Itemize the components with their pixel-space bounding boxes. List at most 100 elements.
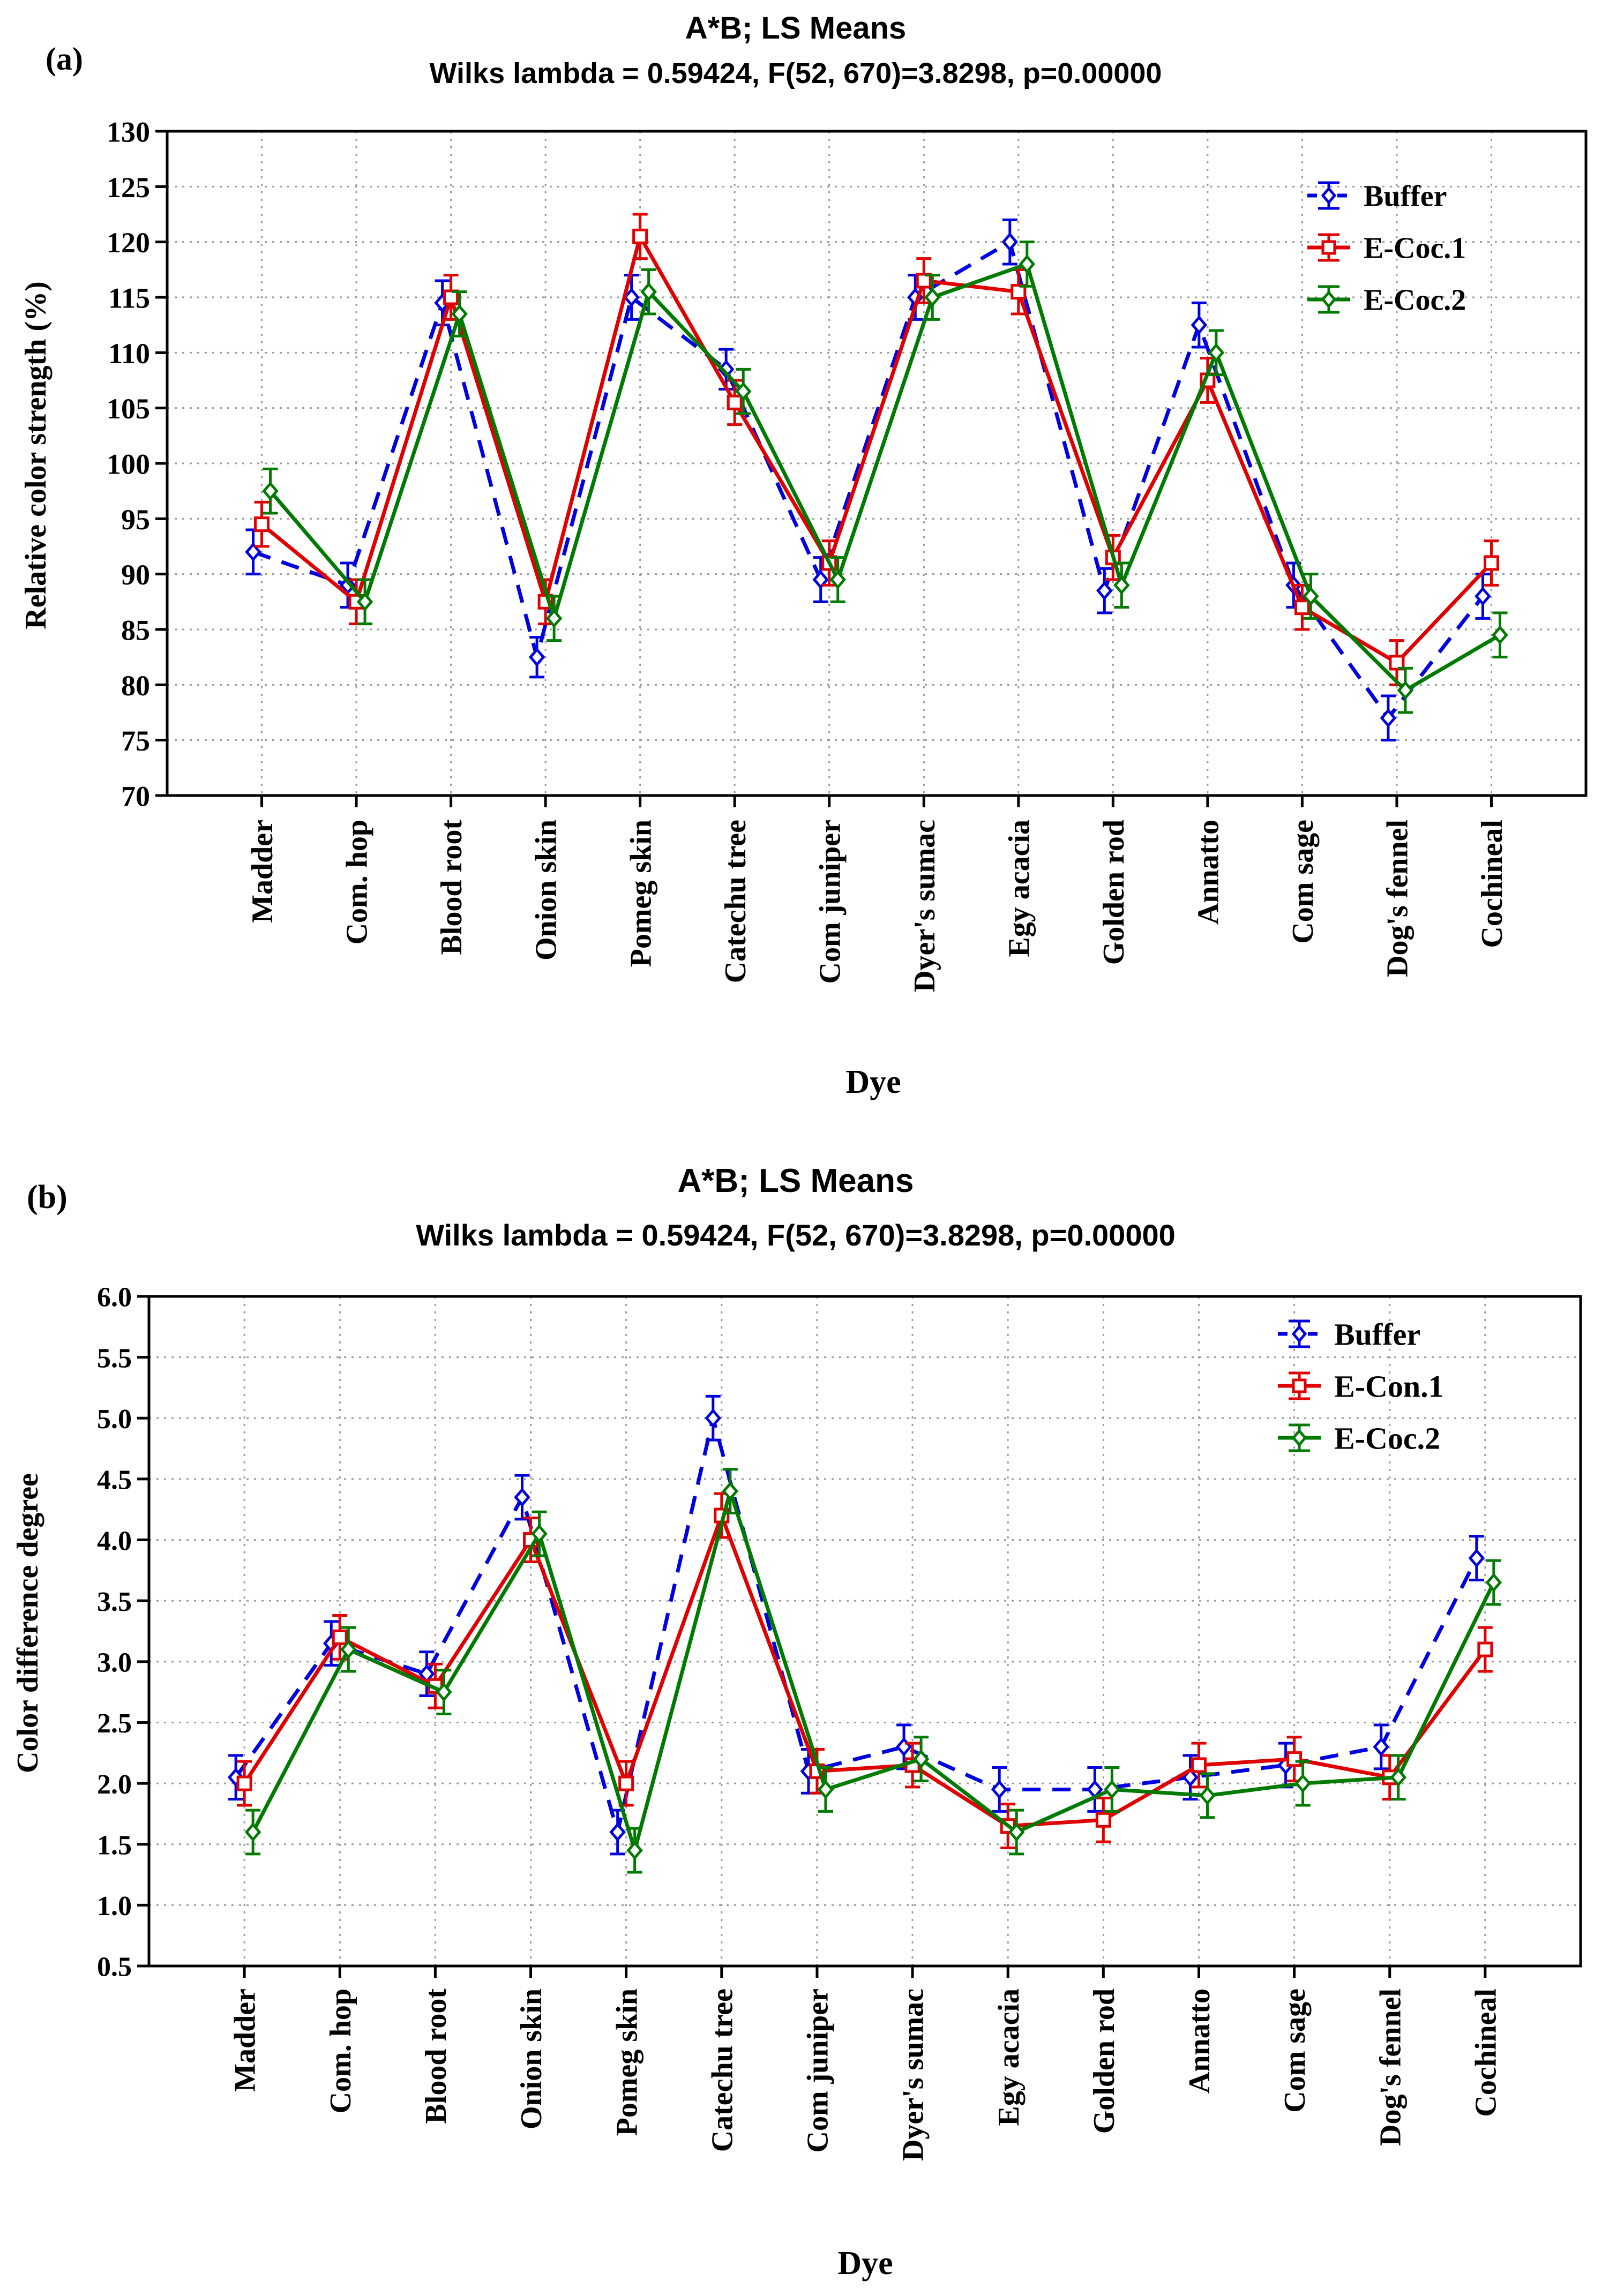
x-tick-label-onion-skin: Onion skin — [515, 1989, 548, 2129]
data-point-e-coc-2 — [924, 288, 941, 307]
panel-b-subtitle: Wilks lambda = 0.59424, F(52, 670)=3.829… — [416, 1218, 1176, 1252]
y-tick-label-a: 75 — [121, 725, 150, 757]
series-buffer-a — [245, 218, 1491, 742]
legend-item-buffer: Buffer — [1307, 180, 1447, 213]
x-tick-label-com-hop: Com. hop — [341, 820, 374, 944]
data-point-buffer — [1191, 315, 1208, 335]
legend-marker — [1291, 1429, 1307, 1447]
series-line-buffer-b — [234, 1416, 1478, 1834]
legend-marker — [1321, 186, 1337, 205]
y-tick-label-b: 5.5 — [97, 1343, 132, 1374]
legend-label: E-Coc.2 — [1334, 1421, 1440, 1455]
data-point-e-con-1 — [332, 1629, 348, 1645]
legend-label: Buffer — [1334, 1317, 1420, 1352]
y-tick-label-b: 3.0 — [97, 1648, 132, 1678]
data-point-e-coc-2 — [436, 1682, 452, 1702]
data-point-e-coc-1 — [254, 516, 270, 532]
data-point-e-con-1 — [1286, 1751, 1303, 1767]
y-tick-label-b: 2.5 — [97, 1708, 132, 1739]
data-point-buffer — [1380, 708, 1397, 728]
legend-item-e-coc-1: E-Coc.1 — [1307, 232, 1466, 265]
data-point-e-coc-2 — [340, 1640, 357, 1659]
data-point-e-coc-2 — [817, 1780, 834, 1799]
y-tick-label-b: 0.5 — [97, 1952, 132, 1983]
data-point-e-coc-2 — [1492, 625, 1508, 645]
data-point-buffer — [895, 1737, 912, 1757]
data-point-e-coc-2 — [1303, 587, 1319, 606]
data-point-e-coc-2 — [356, 592, 373, 612]
data-point-e-coc-1 — [727, 394, 743, 410]
y-tick-label-a: 70 — [121, 780, 150, 812]
data-point-buffer — [1475, 587, 1491, 606]
x-tick-label-dyer-s-sumac: Dyer's sumac — [897, 1989, 930, 2161]
legend-marker — [1291, 1325, 1307, 1343]
y-tick-label-b: 3.5 — [97, 1587, 132, 1617]
data-point-e-coc-1 — [632, 228, 648, 244]
panel-a-label: (a) — [46, 41, 83, 77]
x-tick-label-egy-acacia: Egy acacia — [1002, 820, 1036, 957]
y-tick-label-a: 115 — [108, 282, 150, 314]
y-tick-label-b: 5.0 — [97, 1404, 132, 1435]
series-line-e-con-1-b — [243, 1513, 1487, 1828]
x-tick-label-blood-root: Blood root — [435, 820, 468, 955]
legend-label: Buffer — [1364, 180, 1447, 213]
series-line-e-coc-2-b — [251, 1489, 1496, 1852]
data-point-e-con-1 — [1191, 1757, 1207, 1773]
data-point-e-coc-1 — [1294, 599, 1310, 616]
panel-a-ylabel: Relative color strength (%) — [19, 281, 53, 629]
data-point-e-coc-2 — [1008, 1822, 1025, 1842]
panel-b: (b) A*B; LS Means Wilks lambda = 0.59424… — [11, 1162, 1582, 2282]
series-e-coc-2-b — [244, 1468, 1502, 1874]
data-point-e-con-1 — [618, 1775, 634, 1791]
y-tick-label-b: 1.5 — [97, 1830, 132, 1860]
data-point-e-coc-2 — [545, 609, 563, 628]
y-tick-label-a: 100 — [107, 448, 150, 480]
x-tick-label-catechu-tree: Catechu tree — [706, 1989, 739, 2152]
y-tick-label-a: 95 — [121, 504, 150, 536]
series-e-coc-2-a — [262, 241, 1508, 714]
y-tick-label-a: 125 — [107, 171, 150, 204]
data-point-buffer — [609, 1822, 626, 1842]
x-tick-label-madder: Madder — [229, 1989, 262, 2092]
data-point-e-coc-2 — [1397, 680, 1414, 700]
panel-a: (a) A*B; LS Means Wilks lambda = 0.59424… — [19, 11, 1588, 1100]
x-tick-label-cochineal: Cochineal — [1469, 1989, 1502, 2117]
data-point-buffer — [623, 288, 640, 307]
y-tick-label-b: 2.0 — [97, 1769, 132, 1800]
x-tick-label-dog-s-fennel: Dog's fennel — [1374, 1989, 1407, 2146]
y-tick-label-a: 110 — [108, 337, 150, 370]
legend-item-buffer: Buffer — [1278, 1317, 1420, 1352]
data-point-e-coc-2 — [1199, 1785, 1216, 1805]
data-point-buffer — [991, 1780, 1008, 1799]
panel-a-title: A*B; LS Means — [685, 11, 907, 46]
legend-b: Buffer E-Con.1 E-Coc.2 — [1278, 1317, 1444, 1455]
data-point-e-coc-2 — [531, 1524, 548, 1544]
legend-label: E-Coc.1 — [1364, 232, 1466, 265]
data-point-buffer — [1096, 581, 1113, 601]
panel-b-ylabel: Color difference degree — [11, 1473, 44, 1773]
data-point-e-coc-2 — [451, 304, 468, 324]
data-point-buffer — [245, 542, 261, 562]
data-point-buffer — [705, 1408, 722, 1428]
data-point-e-coc-2 — [640, 282, 657, 302]
legend-marker — [1321, 290, 1337, 309]
y-tick-label-b: 4.5 — [97, 1465, 132, 1496]
series-line-buffer-a — [252, 240, 1485, 720]
series-line-e-coc-1-a — [260, 234, 1493, 665]
x-tick-label-madder: Madder — [246, 820, 279, 923]
legend-a: Buffer E-Coc.1 E-Coc.2 — [1307, 180, 1466, 317]
y-tick-label-b: 4.0 — [97, 1526, 132, 1556]
x-tick-label-com-hop: Com. hop — [324, 1989, 357, 2113]
data-point-buffer — [1373, 1737, 1390, 1757]
series-line-e-coc-2-a — [268, 262, 1501, 693]
x-tick-label-com-juniper: Com juniper — [813, 820, 847, 984]
x-tick-label-com-juniper: Com juniper — [802, 1989, 835, 2152]
y-tick-label-a: 85 — [121, 614, 150, 646]
data-point-buffer — [1468, 1548, 1485, 1568]
data-point-e-coc-2 — [1294, 1774, 1311, 1793]
x-tick-label-catechu-tree: Catechu tree — [719, 820, 752, 983]
x-tick-label-egy-acacia: Egy acacia — [992, 1989, 1026, 2126]
data-point-e-coc-2 — [1390, 1767, 1407, 1787]
x-tick-label-onion-skin: Onion skin — [530, 820, 563, 961]
